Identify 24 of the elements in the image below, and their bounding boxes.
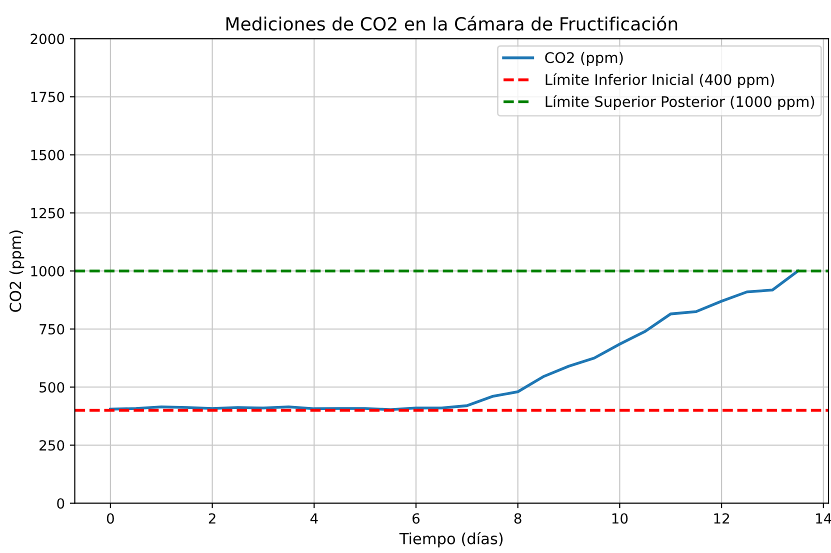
x-tick-label: 0: [106, 513, 114, 524]
x-tick-label: 8: [514, 513, 522, 524]
y-tick-label: 0: [57, 498, 64, 509]
x-axis-title: Tiempo (días): [399, 532, 503, 548]
x-tick-label: 14: [816, 513, 831, 524]
y-tick-label: 1250: [31, 208, 64, 218]
y-tick-label: 500: [40, 382, 64, 393]
x-tick-label: 10: [612, 513, 628, 524]
y-tick-label: 750: [40, 324, 64, 335]
y-tick-label: 2000: [30, 34, 64, 44]
y-tick-label: 1000: [31, 266, 64, 276]
legend-label: CO2 (ppm): [545, 52, 623, 66]
y-tick-label: 1750: [31, 92, 64, 102]
y-tick-label: 1500: [31, 150, 64, 160]
y-axis-title: CO2 (ppm): [9, 230, 24, 312]
x-tick-label: 6: [412, 513, 420, 524]
x-tick-label: 4: [310, 513, 318, 524]
line-series: [109, 270, 800, 412]
chart-title: Mediciones de CO2 en la Cámara de Fructificación: [226, 16, 678, 31]
legend-label: Límite Inferior Inicial (400 ppm): [546, 73, 774, 88]
x-tick-label: 2: [208, 513, 216, 524]
y-tick-label: 250: [40, 440, 64, 451]
legend-label: Límite Superior Posterior (1000 ppm): [546, 95, 814, 110]
x-tick-label: 12: [714, 513, 730, 524]
